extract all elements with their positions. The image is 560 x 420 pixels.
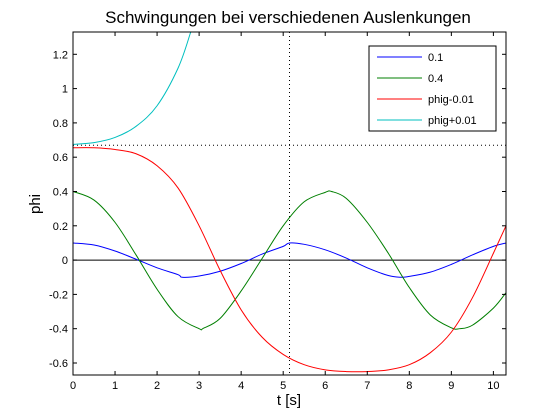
- x-axis-ticks: 0 1 2 3 4 5 6 7 8 9 10: [70, 32, 500, 392]
- y-tick-label: 0: [62, 255, 68, 267]
- y-axis-ticks: -0.6 -0.4 -0.2 0 0.2 0.4 0.6 0.8 1 1.2: [49, 49, 506, 370]
- y-tick-label: 0.4: [53, 186, 68, 198]
- legend-box: [368, 45, 497, 132]
- chart-title: Schwingungen bei verschiedenen Auslenkun…: [105, 8, 471, 27]
- legend: 0.1 0.4 phig-0.01 phig+0.01: [368, 45, 497, 132]
- y-tick-label: 0.2: [53, 221, 68, 233]
- y-tick-label: 1: [62, 84, 68, 96]
- x-tick-label: 4: [238, 380, 244, 392]
- reference-lines: [73, 32, 506, 375]
- y-tick-label: -0.4: [49, 324, 68, 336]
- y-tick-label: -0.2: [49, 289, 68, 301]
- x-tick-label: 8: [406, 380, 412, 392]
- legend-label-0: 0.1: [428, 52, 443, 64]
- y-axis-label: phi: [27, 194, 44, 214]
- legend-label-2: phig-0.01: [428, 94, 474, 106]
- x-tick-label: 1: [112, 380, 118, 392]
- series-line-1: [73, 190, 506, 331]
- x-tick-label: 2: [154, 380, 160, 392]
- series-line-2: [73, 147, 506, 373]
- x-tick-label: 0: [70, 380, 76, 392]
- series-line-3: [73, 32, 192, 145]
- y-tick-label: 0.6: [53, 152, 68, 164]
- legend-label-1: 0.4: [428, 73, 443, 85]
- y-tick-label: 1.2: [53, 49, 68, 61]
- x-tick-label: 6: [322, 380, 328, 392]
- y-tick-label: 0.8: [53, 118, 68, 130]
- plot-frame: [72, 31, 507, 376]
- series-line-0: [73, 242, 506, 278]
- x-tick-label: 10: [487, 380, 499, 392]
- series-lines: [73, 32, 506, 373]
- x-tick-label: 9: [448, 380, 454, 392]
- x-axis-label: t [s]: [277, 392, 301, 409]
- y-tick-label: -0.6: [49, 358, 68, 370]
- x-tick-label: 7: [364, 380, 370, 392]
- x-tick-label: 5: [280, 380, 286, 392]
- x-tick-label: 3: [196, 380, 202, 392]
- legend-label-3: phig+0.01: [428, 115, 477, 127]
